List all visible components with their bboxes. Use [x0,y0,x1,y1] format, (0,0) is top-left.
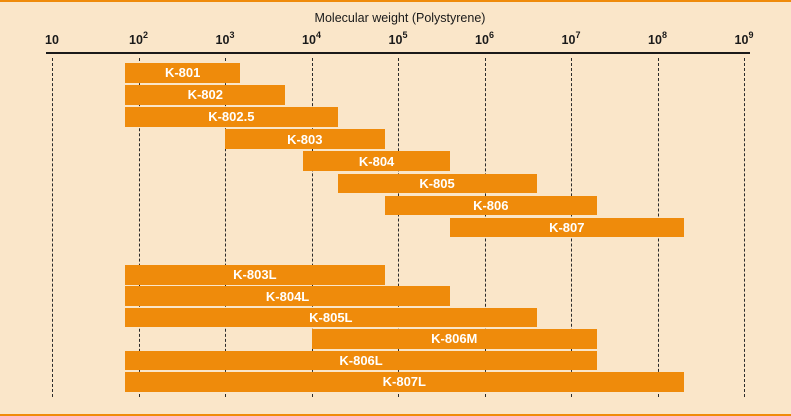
bar-label-k-803l: K-803L [233,267,277,283]
x-tick-10e9: 109 [734,29,754,47]
bar-label-k-805: K-805 [419,175,455,191]
x-tick-exponent: 4 [315,29,321,40]
x-tick-exponent: 5 [402,29,408,40]
bar-label-k-804: K-804 [358,153,395,169]
bar-label-k-804l: K-804L [265,288,310,304]
bar-label-k-805l: K-805L [309,310,353,326]
bar-label-k-802.5: K-802.5 [208,109,255,125]
bar-k-804: K-804 [303,151,451,171]
bar-label-k-806: K-806 [473,197,509,213]
bar-k-803l: K-803L [125,265,385,285]
gridline-10e3 [225,58,226,397]
x-tick-10e8: 108 [648,29,667,47]
x-tick-10e6: 106 [475,29,494,47]
x-tick-10e7: 107 [561,29,581,47]
bar-k-806m: K-806M [311,329,598,349]
bar-label-k-806m: K-806M [431,331,478,347]
x-axis-line [46,52,750,54]
x-tick-10e5: 105 [388,29,408,47]
x-tick-10e3: 103 [215,29,235,47]
chart-title: Molecular weight (Polystyrene) [314,11,486,25]
bar-k-805l: K-805L [125,307,537,328]
bar-k-802: K-802 [125,85,286,105]
bar-label-k-807: K-807 [549,219,585,235]
bar-k-803: K-803 [225,129,385,149]
x-tick-exponent: 7 [575,29,581,40]
x-tick-10e1: 10 [45,33,59,47]
bar-k-807: K-807 [450,217,684,238]
x-tick-exponent: 9 [748,29,754,40]
bar-k-802.5: K-802.5 [125,107,338,127]
gridline-10e4 [311,58,313,397]
bar-label-k-802: K-802 [187,87,223,103]
gridline-10e1 [52,58,53,397]
bar-label-k-806l: K-806L [339,352,383,368]
bar-k-806: K-806 [384,195,598,216]
gridline-10e9 [744,58,745,397]
bar-k-807l: K-807L [125,372,684,392]
x-tick-10e2: 102 [129,29,148,47]
bar-k-806l: K-806L [125,350,598,371]
bar-label-k-807l: K-807L [382,374,426,390]
bar-k-805: K-805 [337,173,537,193]
x-tick-exponent: 6 [488,29,494,40]
bar-label-k-801: K-801 [164,65,201,81]
x-tick-10e4: 104 [302,29,321,47]
gridline-10e2 [138,58,140,397]
bar-k-804l: K-804L [125,286,451,306]
bar-k-801: K-801 [125,63,241,83]
x-tick-exponent: 2 [142,29,148,40]
x-tick-exponent: 3 [229,29,235,40]
gridline-10e5 [398,58,399,397]
bar-label-k-803: K-803 [287,131,323,147]
x-tick-exponent: 8 [661,29,667,40]
